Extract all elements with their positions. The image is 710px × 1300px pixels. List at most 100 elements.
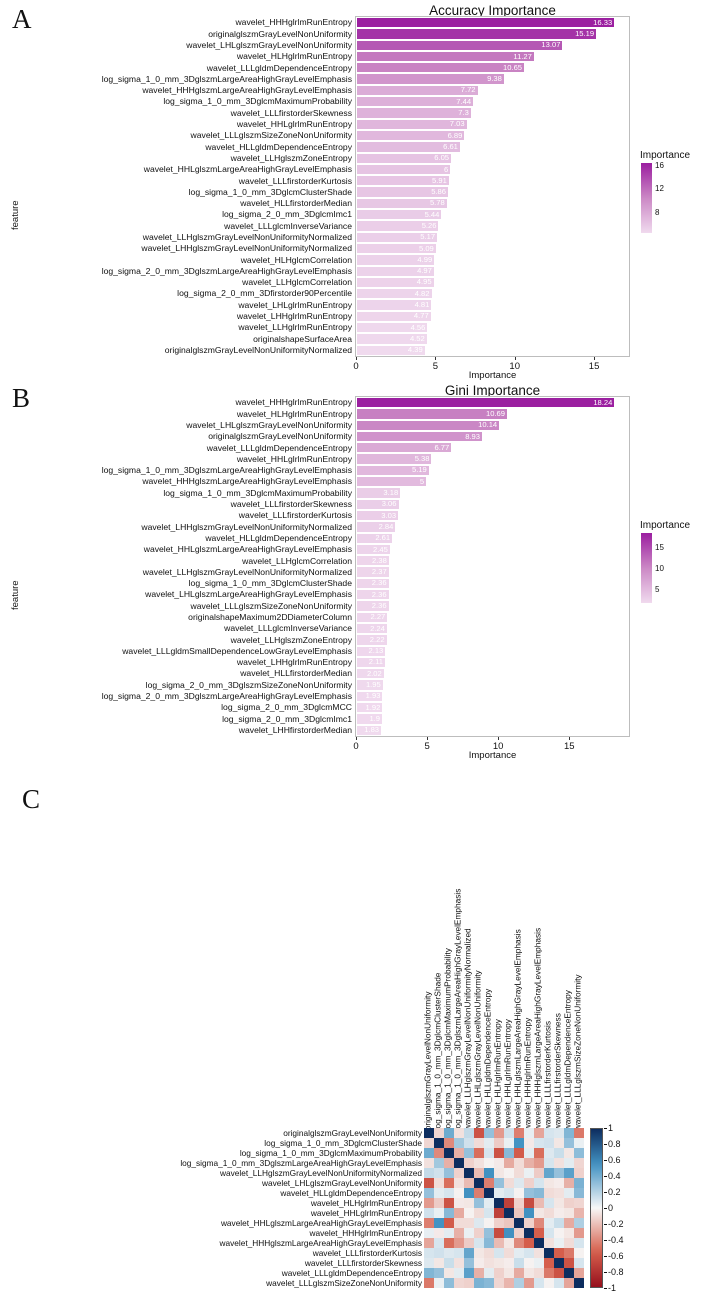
bar-category-label: wavelet_LLLfirstorderKurtosis xyxy=(238,510,352,521)
legend-tick-label: 16 xyxy=(655,160,664,170)
bar: 5.91 xyxy=(356,175,450,187)
bar-value-label: 3.06 xyxy=(381,499,397,509)
bar: 3.18 xyxy=(356,487,402,499)
bar: 5.86 xyxy=(356,186,449,198)
heatmap-cell xyxy=(504,1208,514,1218)
bar-row: log_sigma_1_0_mm_3DglcmClusterShade 2.36 xyxy=(189,577,629,590)
heatmap-cell xyxy=(514,1188,524,1198)
heatmap-cell xyxy=(494,1188,504,1198)
bar-row: wavelet_LLLfirstorderKurtosis 5.91 xyxy=(239,175,629,187)
x-tick-mark xyxy=(356,737,357,740)
heatmap-cell xyxy=(464,1188,474,1198)
x-tick-mark xyxy=(514,357,516,360)
heatmap-cell xyxy=(564,1258,574,1268)
colorbar-tick-mark xyxy=(604,1144,607,1145)
heatmap-cell xyxy=(434,1258,444,1268)
heatmap-cell xyxy=(504,1128,514,1138)
heatmap-cell xyxy=(504,1198,514,1208)
heatmap-cell xyxy=(574,1218,584,1228)
heatmap-cell xyxy=(554,1278,564,1288)
bar-value-label: 2.37 xyxy=(371,567,387,577)
panel-a-x-axis-title: Importance xyxy=(468,370,517,381)
heatmap-cell xyxy=(474,1268,484,1278)
bar: 16.33 xyxy=(356,17,616,29)
heatmap-cell xyxy=(484,1178,494,1188)
heatmap-column-label: originalglszmGrayLevelNonUniformity xyxy=(422,991,433,1131)
heatmap-row-label: wavelet_HLLgldmDependenceEntropy xyxy=(280,1188,422,1198)
heatmap-cell xyxy=(534,1278,544,1288)
bar-row: wavelet_HHHglszmLargeAreaHighGrayLevelEm… xyxy=(142,476,629,488)
bar-row: log_sigma_2_0_mm_3DglcmMCC 1.92 xyxy=(221,702,629,714)
heatmap-cell xyxy=(524,1128,534,1138)
heatmap-colorbar xyxy=(590,1128,603,1288)
bar-category-label: wavelet_LHLglszmGrayLevelNonUniformity xyxy=(186,39,352,50)
bar-value-label: 2.45 xyxy=(373,544,388,554)
colorbar-tick-mark xyxy=(604,1256,607,1257)
heatmap-cell xyxy=(544,1188,554,1198)
heatmap-cell xyxy=(434,1278,444,1288)
x-tick-label: 15 xyxy=(563,741,575,752)
colorbar-tick-label: 0.4 xyxy=(608,1171,621,1181)
heatmap-cell xyxy=(574,1278,584,1288)
heatmap-cell xyxy=(424,1188,434,1198)
bar: 4.99 xyxy=(356,254,436,266)
heatmap-cell xyxy=(504,1188,514,1198)
x-tick-label: 10 xyxy=(509,361,521,372)
bar-row: originalglszmGrayLevelNonUniformity 15.19 xyxy=(208,28,629,40)
bar-category-label: wavelet_LLHglszmGrayLevelNonUniformityNo… xyxy=(142,231,352,242)
heatmap-cell xyxy=(504,1238,514,1248)
heatmap-row-label: wavelet_LLLfirstorderKurtosis xyxy=(312,1248,422,1258)
colorbar-tick-mark xyxy=(604,1272,607,1273)
bar-row: wavelet_LHHglrlmRunEntropy 2.11 xyxy=(237,656,629,669)
heatmap-column-label: wavelet_LLLfirstorderSkewness xyxy=(552,1013,563,1131)
heatmap-cell xyxy=(464,1138,474,1148)
bar: 2.38 xyxy=(356,555,390,567)
heatmap-cell xyxy=(544,1248,554,1258)
bar-category-label: wavelet_HHHglrlmRunEntropy xyxy=(235,397,352,408)
bar-value-label: 1.92 xyxy=(365,702,381,712)
colorbar-tick-label: -1 xyxy=(608,1283,617,1293)
heatmap-cell xyxy=(424,1208,434,1218)
bar-value-label: 6 xyxy=(443,164,449,174)
heatmap-cell xyxy=(434,1238,444,1248)
bar: 2.22 xyxy=(356,634,388,646)
panel-b-legend-title: Importance xyxy=(640,520,691,531)
bar: 1.9 xyxy=(356,713,384,725)
heatmap-cell xyxy=(464,1168,474,1178)
heatmap-cell xyxy=(574,1188,584,1198)
heatmap-cell xyxy=(534,1268,544,1278)
bar-category-label: wavelet_LLHglszmGrayLevelNonUniformityNo… xyxy=(142,566,352,577)
heatmap-cell xyxy=(494,1278,504,1288)
heatmap-cell xyxy=(574,1198,584,1208)
bar-value-label: 2.13 xyxy=(368,646,384,656)
heatmap-cell xyxy=(444,1198,454,1208)
x-tick-mark xyxy=(356,357,357,360)
bar: 2.11 xyxy=(356,656,386,669)
heatmap-cell xyxy=(504,1278,514,1288)
heatmap-cell xyxy=(534,1128,544,1138)
heatmap-cell xyxy=(424,1228,434,1238)
bar-row: log_sigma_2_0_mm_3DglcmImc1 5.44 xyxy=(222,209,629,221)
heatmap-cell xyxy=(544,1128,554,1138)
heatmap-cell xyxy=(484,1148,494,1158)
heatmap-cell xyxy=(564,1278,574,1288)
heatmap-matrix xyxy=(424,1128,584,1288)
bar-row: wavelet_LLLfirstorderSkewness 3.06 xyxy=(231,498,629,510)
heatmap-cell xyxy=(474,1128,484,1138)
heatmap-cell xyxy=(494,1248,504,1258)
heatmap-row-label: wavelet_HHLglrlmRunEntropy xyxy=(310,1208,422,1218)
bar-row: log_sigma_2_0_mm_3DglcmImc1 1.9 xyxy=(222,713,629,725)
panel-b-bars: wavelet_HHHglrlmRunEntropy 18.24 wavelet_H… xyxy=(102,397,629,736)
heatmap-cell xyxy=(464,1268,474,1278)
heatmap-cell xyxy=(494,1208,504,1218)
bar-row: log_sigma_1_0_mm_3DglcmClusterShade 5.86 xyxy=(189,186,629,198)
heatmap-cell xyxy=(474,1248,484,1258)
heatmap-cell xyxy=(484,1238,494,1248)
bar-category-label: log_sigma_2_0_mm_3DglcmImc1 xyxy=(222,209,352,220)
bar-row: log_sigma_2_0_mm_3DglszmLargeAreaHighGra… xyxy=(102,690,629,703)
heatmap-cell xyxy=(454,1238,464,1248)
heatmap-cell xyxy=(444,1138,454,1148)
heatmap-row-label: log_sigma_1_0_mm_3DglszmLargeAreaHighGra… xyxy=(180,1158,422,1168)
heatmap-cell xyxy=(514,1198,524,1208)
bar-value-label: 2.36 xyxy=(371,601,387,611)
